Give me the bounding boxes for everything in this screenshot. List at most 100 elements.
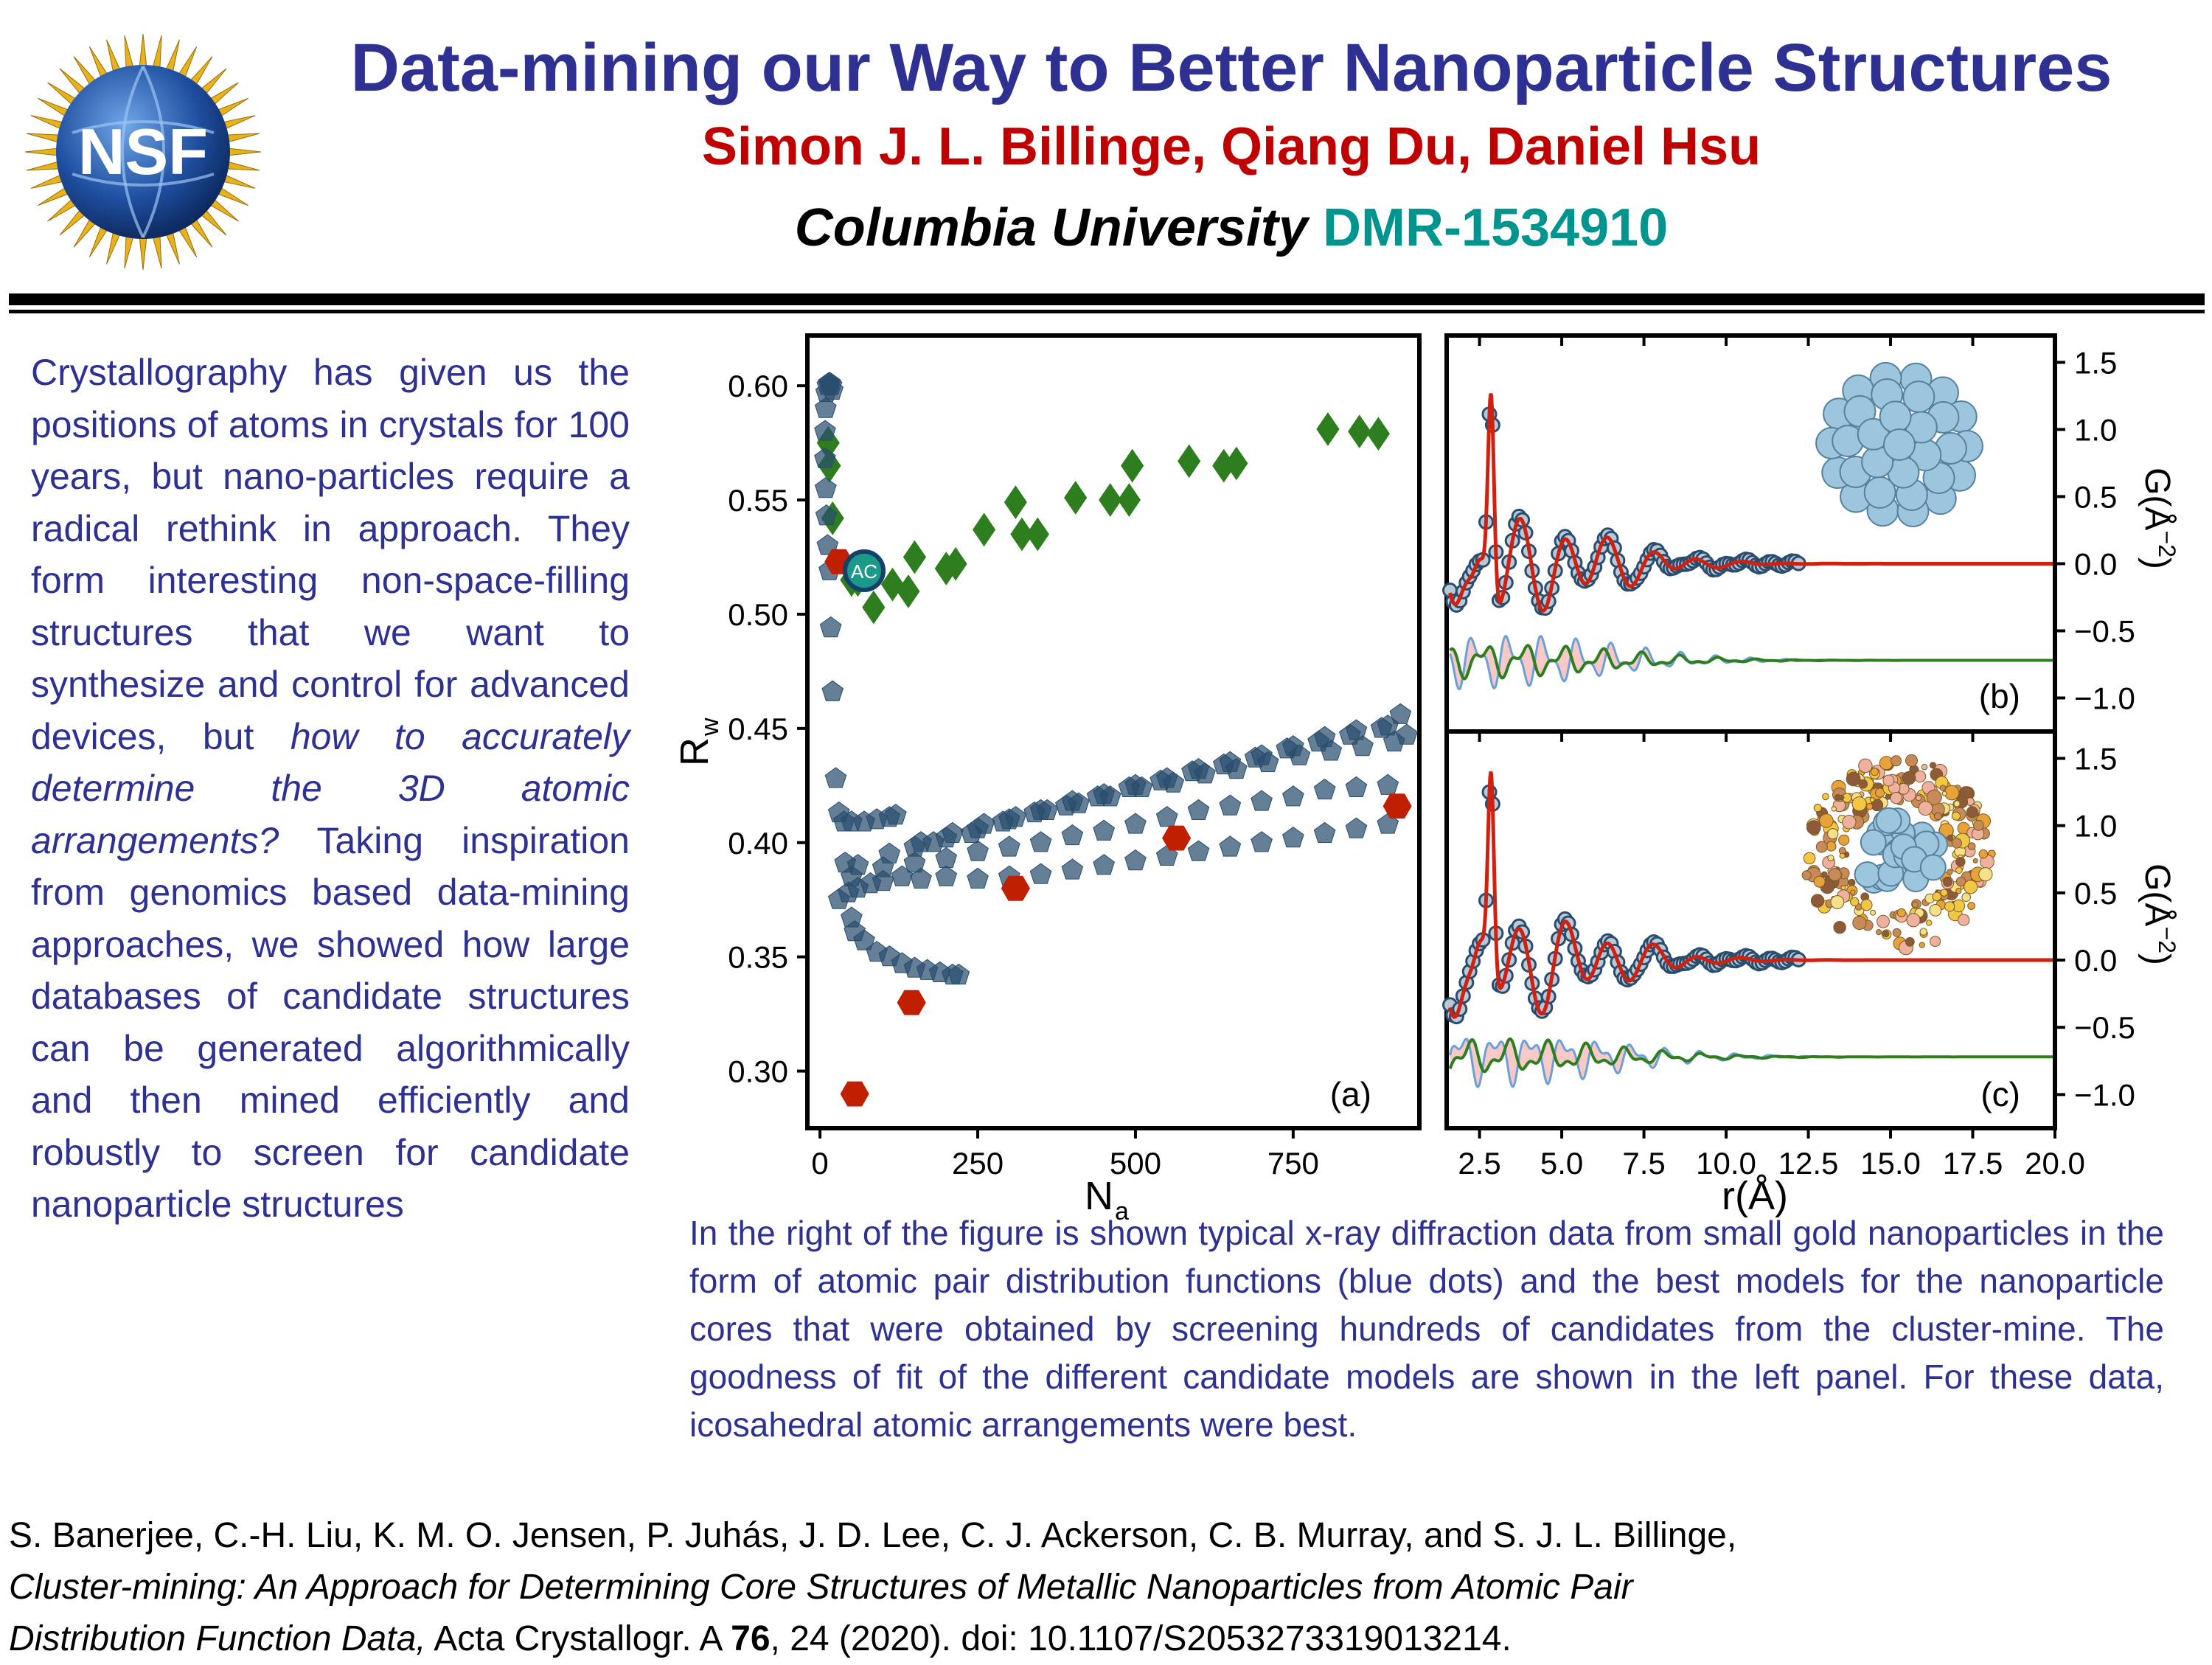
panel-a-pentagon-point <box>1150 769 1172 790</box>
panel-a-ylabel-main: R <box>672 737 717 766</box>
panel-c-ylabel: G(Å−2) <box>2138 863 2180 965</box>
pdf-ytick-label: 1.0 <box>2074 412 2117 447</box>
panel-a-pentagon-point <box>1093 819 1115 841</box>
panel-a-xtick-label: 0 <box>811 1146 828 1181</box>
award-number: DMR-1534910 <box>1322 198 1669 257</box>
reference-title-1: Cluster-mining: An Approach for Determin… <box>9 1568 1633 1607</box>
panel-a-pentagon-point <box>1370 717 1393 738</box>
panel-c: −1.0 −0.5 0.0 0.5 1.0 1.5 2.5 5.0 7.5 10.0 12.5 15… <box>1442 729 2180 1218</box>
panel-a-pentagon-point <box>853 929 875 950</box>
panel-a-pentagon-point <box>1313 821 1336 843</box>
nsf-logo: NSF <box>24 33 262 271</box>
panel-a-pentagon-point <box>814 476 837 498</box>
reference-volume: 76 <box>731 1619 771 1658</box>
panel-a-ytick-label: 0.50 <box>728 597 788 632</box>
pdf-xtick-label: 5.0 <box>1540 1146 1583 1181</box>
logo-rays <box>24 33 262 271</box>
panel-a-pentagon-point <box>821 378 844 400</box>
panel-fit-curve <box>1448 393 2053 613</box>
pdf-ytick-label: −0.5 <box>2074 1010 2135 1045</box>
reference-journal: Acta Crystallogr. A <box>425 1619 731 1658</box>
panel-a-diamond-point <box>1004 485 1027 520</box>
panel-a-pentagon-point <box>878 842 901 863</box>
logo-text: NSF <box>78 115 208 188</box>
panel-a-diamond-point <box>1121 448 1144 483</box>
panel-a-pentagon-point <box>1086 785 1109 807</box>
panel-a-xtick-label: 500 <box>1110 1146 1161 1181</box>
panel-a-diamond-point <box>902 540 927 574</box>
panel-a-ytick-label: 0.35 <box>728 940 788 975</box>
reference-title-2: Distribution Function Data, <box>9 1619 426 1658</box>
panel-a-label: (a) <box>1330 1075 1371 1113</box>
pdf-xtick-label: 10.0 <box>1696 1146 1756 1181</box>
panel-a-diamond-point <box>972 512 996 547</box>
panel-fit-curve <box>1448 771 2053 1019</box>
panel-a-pentagon-point <box>1061 824 1084 846</box>
panel-a-pentagon-point <box>947 963 970 985</box>
panel-a-diamond-point <box>1348 414 1371 449</box>
panel-a-pentagon-point <box>1212 753 1235 775</box>
pdf-ytick-label: −1.0 <box>2074 1077 2135 1112</box>
ac-label: AC <box>851 560 877 583</box>
panel-a-pentagon-point <box>1124 849 1147 871</box>
panel-a-pentagon-point <box>910 867 932 889</box>
pdf-ytick-label: 0.5 <box>2074 479 2117 514</box>
panel-a-pentagon-point <box>814 447 836 468</box>
panel-a-ytick-label: 0.45 <box>728 712 788 746</box>
panel-a-pentagon-point <box>1282 826 1304 848</box>
nanoparticle-core-icon <box>1815 361 1983 528</box>
panel-b-ylabel-main: G(Å <box>2138 467 2177 530</box>
panel-a-pentagon-point <box>960 821 983 843</box>
pdf-ytick-label: 1.5 <box>2074 741 2117 776</box>
panel-a-pentagon-point <box>1396 723 1418 745</box>
panel-a-pentagon-point <box>967 867 989 889</box>
panel-a-diamond-point <box>1064 481 1088 515</box>
authors: Simon J. L. Billinge, Qiang Du, Daniel H… <box>701 117 1761 176</box>
panel-a-pentagon-point <box>1055 794 1077 816</box>
pdf-ytick-label: 1.0 <box>2074 809 2117 844</box>
panel-a-pentagon-point <box>903 851 926 873</box>
panel-a-pentagon-point <box>1345 817 1368 838</box>
reference: S. Banerjee, C.-H. Liu, K. M. O. Jensen,… <box>9 1510 2206 1665</box>
globe-icon <box>56 65 230 239</box>
panel-a-pentagon-point <box>922 831 945 852</box>
panel-a-pentagon-point <box>884 803 907 825</box>
panel-a-pentagon-point <box>1029 863 1052 884</box>
panel-a-diamond-point <box>944 546 967 581</box>
panel-a-xtick-label: 250 <box>952 1146 1004 1181</box>
panel-a-diamond-point <box>1178 444 1201 479</box>
panel-a-pentagon-point <box>935 847 958 869</box>
panel-c-ylabel-exp: −2 <box>2154 926 2180 953</box>
panel-a-pentagon-point <box>1093 854 1115 875</box>
panel-c-label: (c) <box>1980 1075 2020 1113</box>
panel-a-pentagon-point <box>819 616 842 638</box>
pdf-xtick-label: 15.0 <box>1860 1146 1921 1181</box>
affiliation: Columbia University DMR-1534910 <box>265 198 2197 258</box>
panel-a-xlabel-sub: a <box>1115 1198 1129 1226</box>
panel-a-pentagon-point <box>1345 776 1368 797</box>
pdf-xtick-label: 20.0 <box>2025 1146 2085 1181</box>
panel-a-pentagon-point <box>1187 840 1210 861</box>
panel-a-diamond-point <box>1099 483 1122 517</box>
pdf-xtick-label: 17.5 <box>1943 1146 2003 1181</box>
panel-a-pentagon-point <box>1251 831 1273 852</box>
figure: 0.300.350.400.450.500.550.60 0 250 500 750 … <box>672 333 2180 1226</box>
summary-question: how to accurately determine the 3D atomi… <box>31 715 630 861</box>
panel-c-ylabel-main: G(Å <box>2138 863 2177 926</box>
pdf-ytick-label: 0.5 <box>2074 876 2117 911</box>
panel-a-pentagon-point <box>992 810 1015 832</box>
nanoparticle-with-ligands-icon <box>1801 754 1996 956</box>
panel-a-pentagon-point <box>814 420 836 441</box>
figure-caption: In the right of the figure is shown typi… <box>689 1214 2164 1444</box>
pdf-ytick-label: −1.0 <box>2074 681 2135 715</box>
panel-b-ylabel-exp: −2 <box>2154 530 2180 557</box>
panel-a-pentagon-point <box>1339 723 1361 745</box>
panel-a-pentagon-point <box>827 888 850 909</box>
panel-a-pentagon-point <box>1187 799 1210 820</box>
panel-a-diamond-point <box>1026 517 1049 552</box>
page-title: Data-mining our Way to Better Nanopartic… <box>350 30 2112 105</box>
panel-a-ytick-label: 0.60 <box>728 369 788 403</box>
panel-a-hexagon-point <box>1382 793 1412 819</box>
panel-a-diamond-point <box>1316 412 1340 446</box>
reference-authors: S. Banerjee, C.-H. Liu, K. M. O. Jensen,… <box>9 1516 1737 1555</box>
